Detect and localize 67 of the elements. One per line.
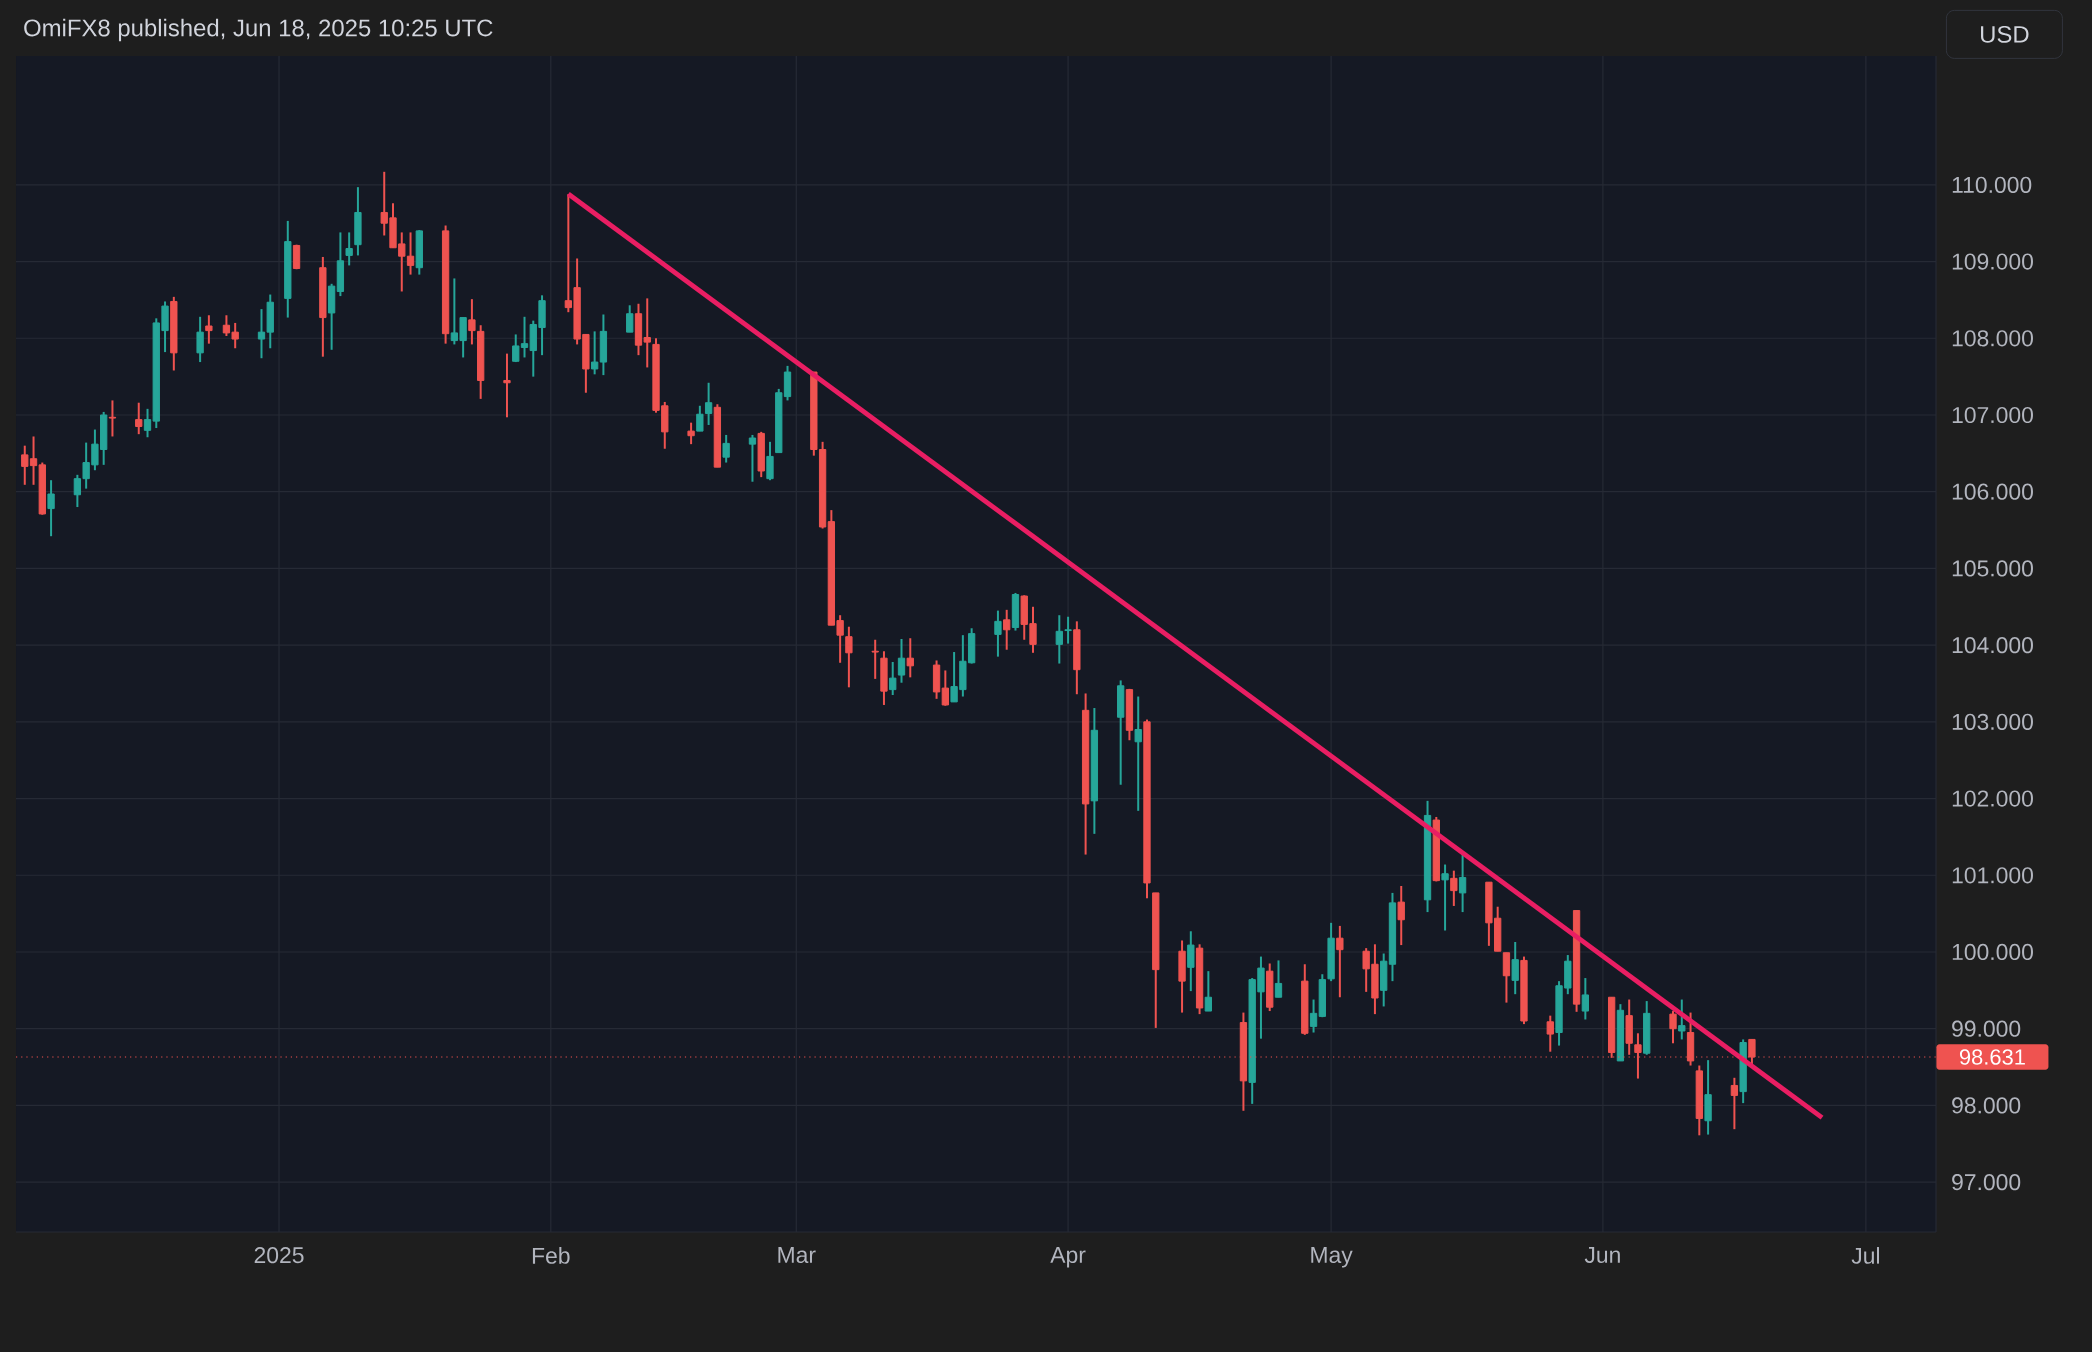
- x-tick-label: Jun: [1584, 1247, 1620, 1264]
- y-tick-label: 102.000: [1952, 790, 2033, 807]
- candlestick: [47, 479, 55, 538]
- candlestick: [1450, 869, 1458, 907]
- chart-title: OmiFX8 published, Jun 18, 2025 10:25 UTC: [24, 18, 493, 42]
- ref-line-label: 98.631: [1959, 1049, 2025, 1065]
- candlestick: [1511, 941, 1519, 996]
- candlestick: [590, 330, 599, 376]
- candlestick: [906, 637, 914, 679]
- candlestick: [1055, 614, 1063, 665]
- x-tick-label: 2025: [254, 1247, 304, 1264]
- candlestick: [1397, 885, 1405, 947]
- candlestick: [994, 609, 1002, 658]
- y-axis-title: USD: [1981, 25, 2029, 43]
- candlestick: [1730, 1076, 1739, 1131]
- y-tick-label: 108.000: [1952, 330, 2033, 347]
- candlestick: [889, 661, 897, 696]
- candlestick: [1458, 853, 1467, 914]
- candlestick: [1204, 970, 1213, 1013]
- candlestick: [722, 433, 730, 464]
- candlestick: [503, 352, 511, 419]
- candlestick: [1336, 924, 1344, 999]
- candlestick: [135, 401, 143, 436]
- candlestick: [748, 433, 757, 483]
- candlestick: [1441, 863, 1449, 932]
- candlestick: [696, 404, 704, 433]
- candlestick: [687, 421, 695, 446]
- candlestick: [468, 298, 476, 346]
- candlestick: [1187, 930, 1195, 993]
- y-tick-label: 103.000: [1952, 713, 2033, 730]
- candlestick: [941, 669, 949, 707]
- candlestick: [1502, 951, 1511, 1004]
- candlestick: [1669, 1010, 1677, 1045]
- y-tick-label: 105.000: [1952, 560, 2033, 577]
- candlestick: [626, 304, 634, 334]
- candlestick: [1274, 959, 1283, 999]
- y-tick-label: 97.000: [1952, 1174, 2021, 1191]
- candlestick: [871, 638, 879, 680]
- candlestick: [196, 315, 204, 364]
- candlestick: [205, 314, 213, 345]
- candlestick: [1003, 608, 1011, 651]
- y-tick-label: 100.000: [1952, 943, 2033, 961]
- candlestick: [766, 440, 774, 482]
- candlestick: [1678, 998, 1686, 1041]
- y-tick-label: 106.000: [1952, 483, 2033, 500]
- candlestick: [704, 381, 713, 426]
- candlestick: [1064, 615, 1072, 645]
- y-tick-label: 107.000: [1952, 406, 2033, 424]
- y-tick-label: 99.000: [1952, 1020, 2021, 1037]
- candlestick: [1581, 977, 1589, 1021]
- x-tick-label: Feb: [532, 1247, 570, 1264]
- y-tick-label: 98.000: [1952, 1097, 2021, 1114]
- y-tick-label: 109.000: [1952, 253, 2033, 270]
- candlestick: [1134, 695, 1142, 812]
- candlestick: [1309, 998, 1318, 1034]
- candlestick: [108, 399, 117, 438]
- candlestick: [1546, 1014, 1554, 1053]
- y-tick-label: 104.000: [1952, 637, 2033, 654]
- x-tick-label: May: [1311, 1247, 1353, 1268]
- x-tick-label: Mar: [778, 1247, 816, 1264]
- y-tick-label: 101.000: [1952, 867, 2033, 884]
- candlestick: [845, 625, 853, 689]
- y-tick-label: 110.000: [1952, 176, 2032, 193]
- candlestick: [897, 637, 906, 684]
- x-tick-label: Jul: [1851, 1247, 1880, 1264]
- x-tick-label: Apr: [1050, 1247, 1086, 1268]
- candlestick: [345, 231, 353, 267]
